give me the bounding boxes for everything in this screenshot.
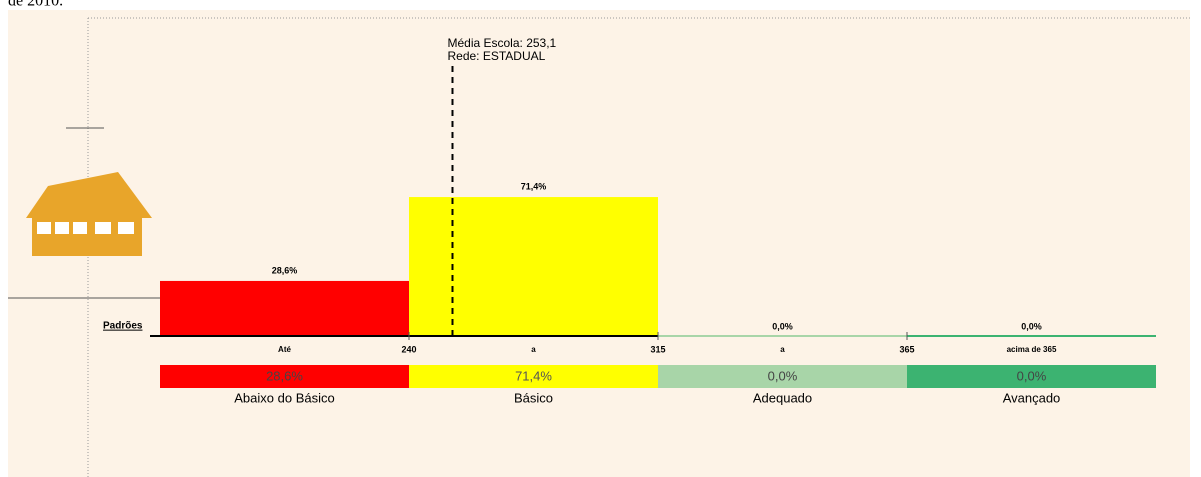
legend-box [658, 365, 907, 388]
tick-label: 365 [899, 344, 914, 354]
legend-name: Abaixo do Básico [234, 390, 334, 405]
legend-value: 0,0% [1017, 368, 1047, 383]
legend-value: 0,0% [768, 368, 798, 383]
legend-box [409, 365, 658, 388]
legend-name: Básico [514, 390, 553, 405]
range-label: a [531, 345, 536, 354]
legend-box [907, 365, 1156, 388]
data-label: 0,0% [1021, 321, 1042, 331]
tick-label: 315 [650, 344, 665, 354]
data-label: 0,0% [772, 321, 793, 331]
school-icon [26, 172, 152, 256]
data-label: 28,6% [272, 265, 298, 275]
tick-label: 240 [401, 344, 416, 354]
legend-value: 71,4% [515, 368, 552, 383]
range-label: acima de 365 [1007, 345, 1057, 354]
range-label: a [780, 345, 785, 354]
range-label: Até [278, 345, 291, 354]
legend-box [160, 365, 409, 388]
bar [409, 197, 658, 337]
legend-value: 28,6% [266, 368, 303, 383]
page-header: de 2010. [8, 0, 63, 10]
bar [160, 280, 409, 337]
axis-label: Padrões [103, 321, 143, 332]
data-label: 71,4% [521, 181, 547, 191]
annotation: Média Escola: 253,1 [447, 36, 556, 50]
legend-name: Adequado [753, 390, 812, 405]
legend-name: Avançado [1003, 390, 1061, 405]
annotation: Rede: ESTADUAL [447, 49, 545, 63]
